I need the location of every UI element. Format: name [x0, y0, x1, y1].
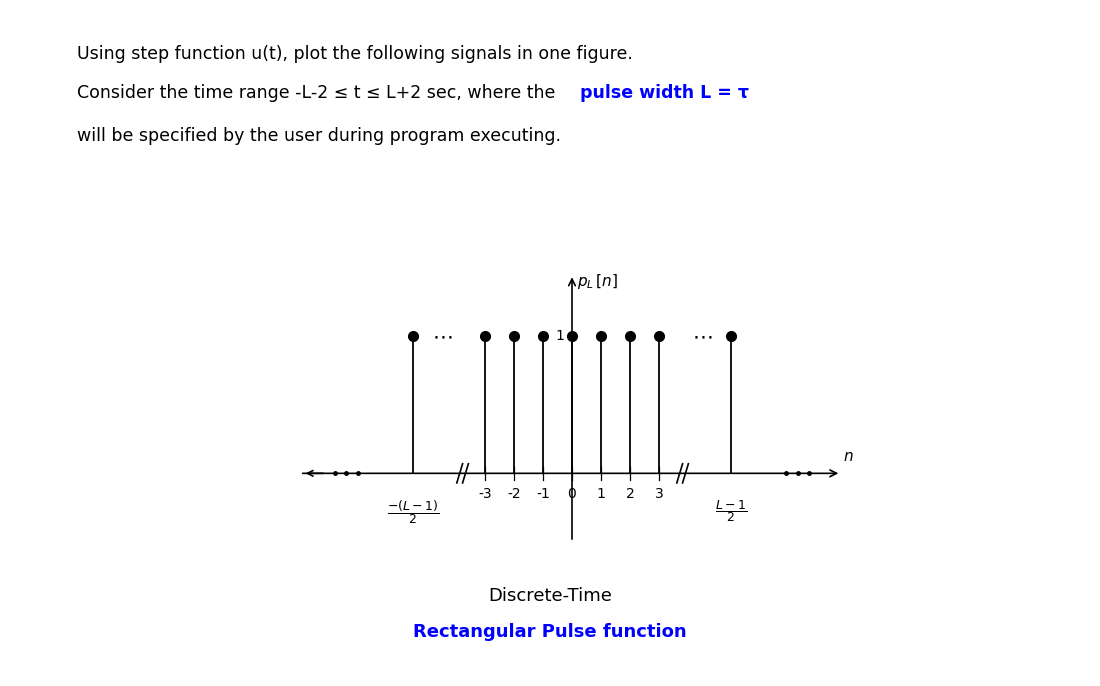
Text: 0: 0: [568, 487, 576, 501]
Text: Using step function u(t), plot the following signals in one figure.: Using step function u(t), plot the follo…: [77, 45, 632, 62]
Text: 1: 1: [596, 487, 605, 501]
Text: 2: 2: [626, 487, 635, 501]
Text: $\cdots$: $\cdots$: [431, 326, 452, 346]
Text: -2: -2: [507, 487, 521, 501]
Text: $\dfrac{-(L-1)}{2}$: $\dfrac{-(L-1)}{2}$: [386, 498, 439, 526]
Text: $\cdots$: $\cdots$: [692, 326, 713, 346]
Text: 1: 1: [556, 329, 564, 343]
Text: Consider the time range -L-2 ≤ t ≤ L+2 sec, where the: Consider the time range -L-2 ≤ t ≤ L+2 s…: [77, 84, 561, 102]
Text: $\dfrac{L-1}{2}$: $\dfrac{L-1}{2}$: [715, 498, 747, 524]
Text: $p_L\,[n]$: $p_L\,[n]$: [578, 272, 618, 291]
Text: will be specified by the user during program executing.: will be specified by the user during pro…: [77, 127, 561, 145]
Text: 3: 3: [654, 487, 663, 501]
Text: $n$: $n$: [843, 449, 854, 464]
Text: pulse width L = τ: pulse width L = τ: [580, 84, 749, 102]
Text: -1: -1: [536, 487, 550, 501]
Text: -3: -3: [478, 487, 492, 501]
Text: Discrete-Time: Discrete-Time: [488, 587, 612, 604]
Text: Rectangular Pulse function: Rectangular Pulse function: [414, 623, 686, 641]
